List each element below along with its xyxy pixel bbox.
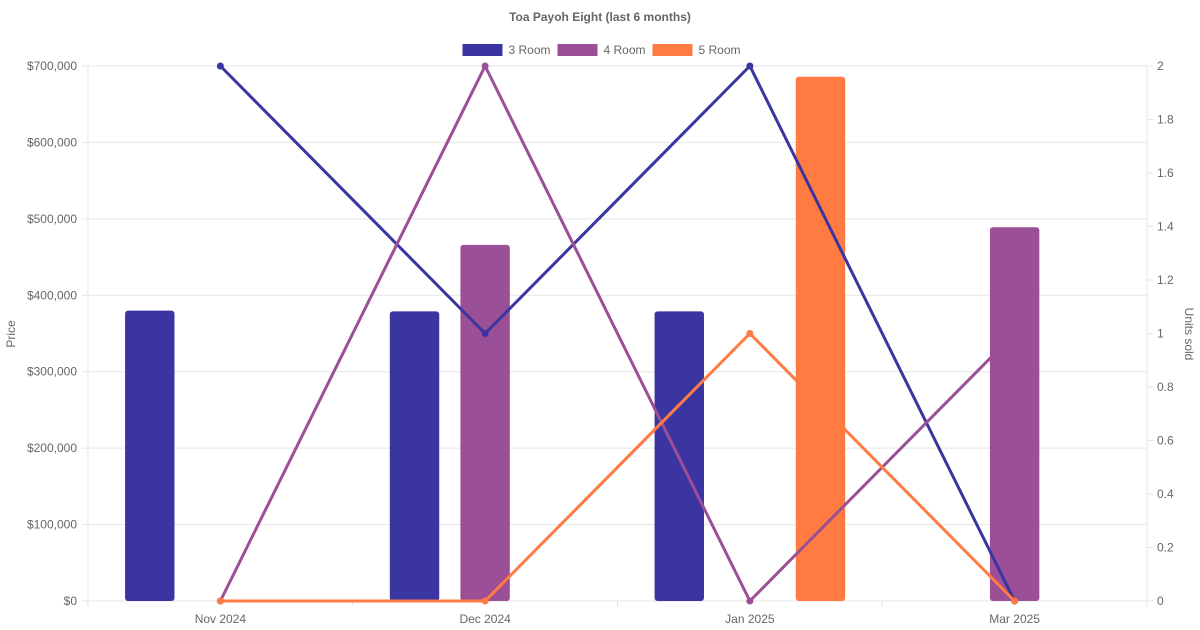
point-4-room [746,597,754,605]
right-axis-title: Units sold [1182,308,1196,361]
left-tick-label: $500,000 [27,212,77,226]
line-3-room [219,64,1016,602]
left-tick-label: $0 [64,594,78,608]
left-tick-label: $600,000 [27,135,77,149]
left-axis-ticks: $0 $100,000 $200,000 $300,000 $400,000 $500,0… [27,59,77,608]
point-3-room [481,330,489,337]
right-tick-label: 0.4 [1157,487,1174,501]
chart-title: Toa Payoh Eight (last 6 months) [509,10,691,24]
left-tick-label: $400,000 [27,288,77,302]
right-tick-label: 1.8 [1157,113,1174,127]
right-tick-label: 1.2 [1157,273,1174,287]
legend-swatch [652,44,693,56]
left-tick-label: $300,000 [27,365,77,379]
legend-swatch [557,44,598,56]
bar-4-room [460,244,510,602]
point-5-room [216,597,224,605]
x-tick-label: Nov 2024 [195,612,247,626]
x-axis-ticks: Nov 2024 Dec 2024 Jan 2025 Mar 2025 [195,612,1041,626]
point-5-room [1011,597,1019,605]
legend: 3 Room 4 Room 5 Room [462,43,741,57]
left-tick-label: $100,000 [27,518,77,532]
x-tick-label: Dec 2024 [459,612,511,626]
grid-lines [82,65,1153,607]
legend-label: 4 Room [604,43,646,57]
left-tick-label: $200,000 [27,441,77,455]
legend-label: 5 Room [699,43,741,57]
right-tick-label: 0.8 [1157,380,1174,394]
x-tick-label: Jan 2025 [725,612,775,626]
point-4-room [481,62,489,70]
point-4-room [1011,330,1019,337]
right-tick-label: 1 [1157,327,1164,341]
right-tick-label: 2 [1157,59,1164,73]
right-tick-label: 1.6 [1157,166,1174,180]
right-tick-label: 0 [1157,594,1164,608]
point-5-room [481,597,489,605]
bar-5-room [795,76,846,601]
line-4-room [219,64,1016,603]
right-tick-label: 0.2 [1157,541,1174,555]
legend-label: 3 Room [509,43,551,57]
left-axis-title: Price [4,320,18,348]
legend-swatch [462,44,503,56]
x-tick-label: Mar 2025 [989,612,1040,626]
right-tick-label: 1.4 [1157,220,1174,234]
line-5-room [220,332,1016,603]
right-axis-ticks: 0 0.2 0.4 0.6 0.8 1 1.2 1.4 1.6 1.8 2 [1157,59,1174,608]
point-5-room [746,330,754,337]
bar-4-room [989,227,1040,601]
point-3-room [746,62,754,70]
point-3-room [216,62,224,70]
bar-3-room [125,310,175,601]
units-lines [216,62,1019,605]
left-tick-label: $700,000 [27,59,77,73]
right-tick-label: 0.6 [1157,434,1174,448]
price-bars [125,76,1040,602]
bar-3-room [389,311,440,601]
